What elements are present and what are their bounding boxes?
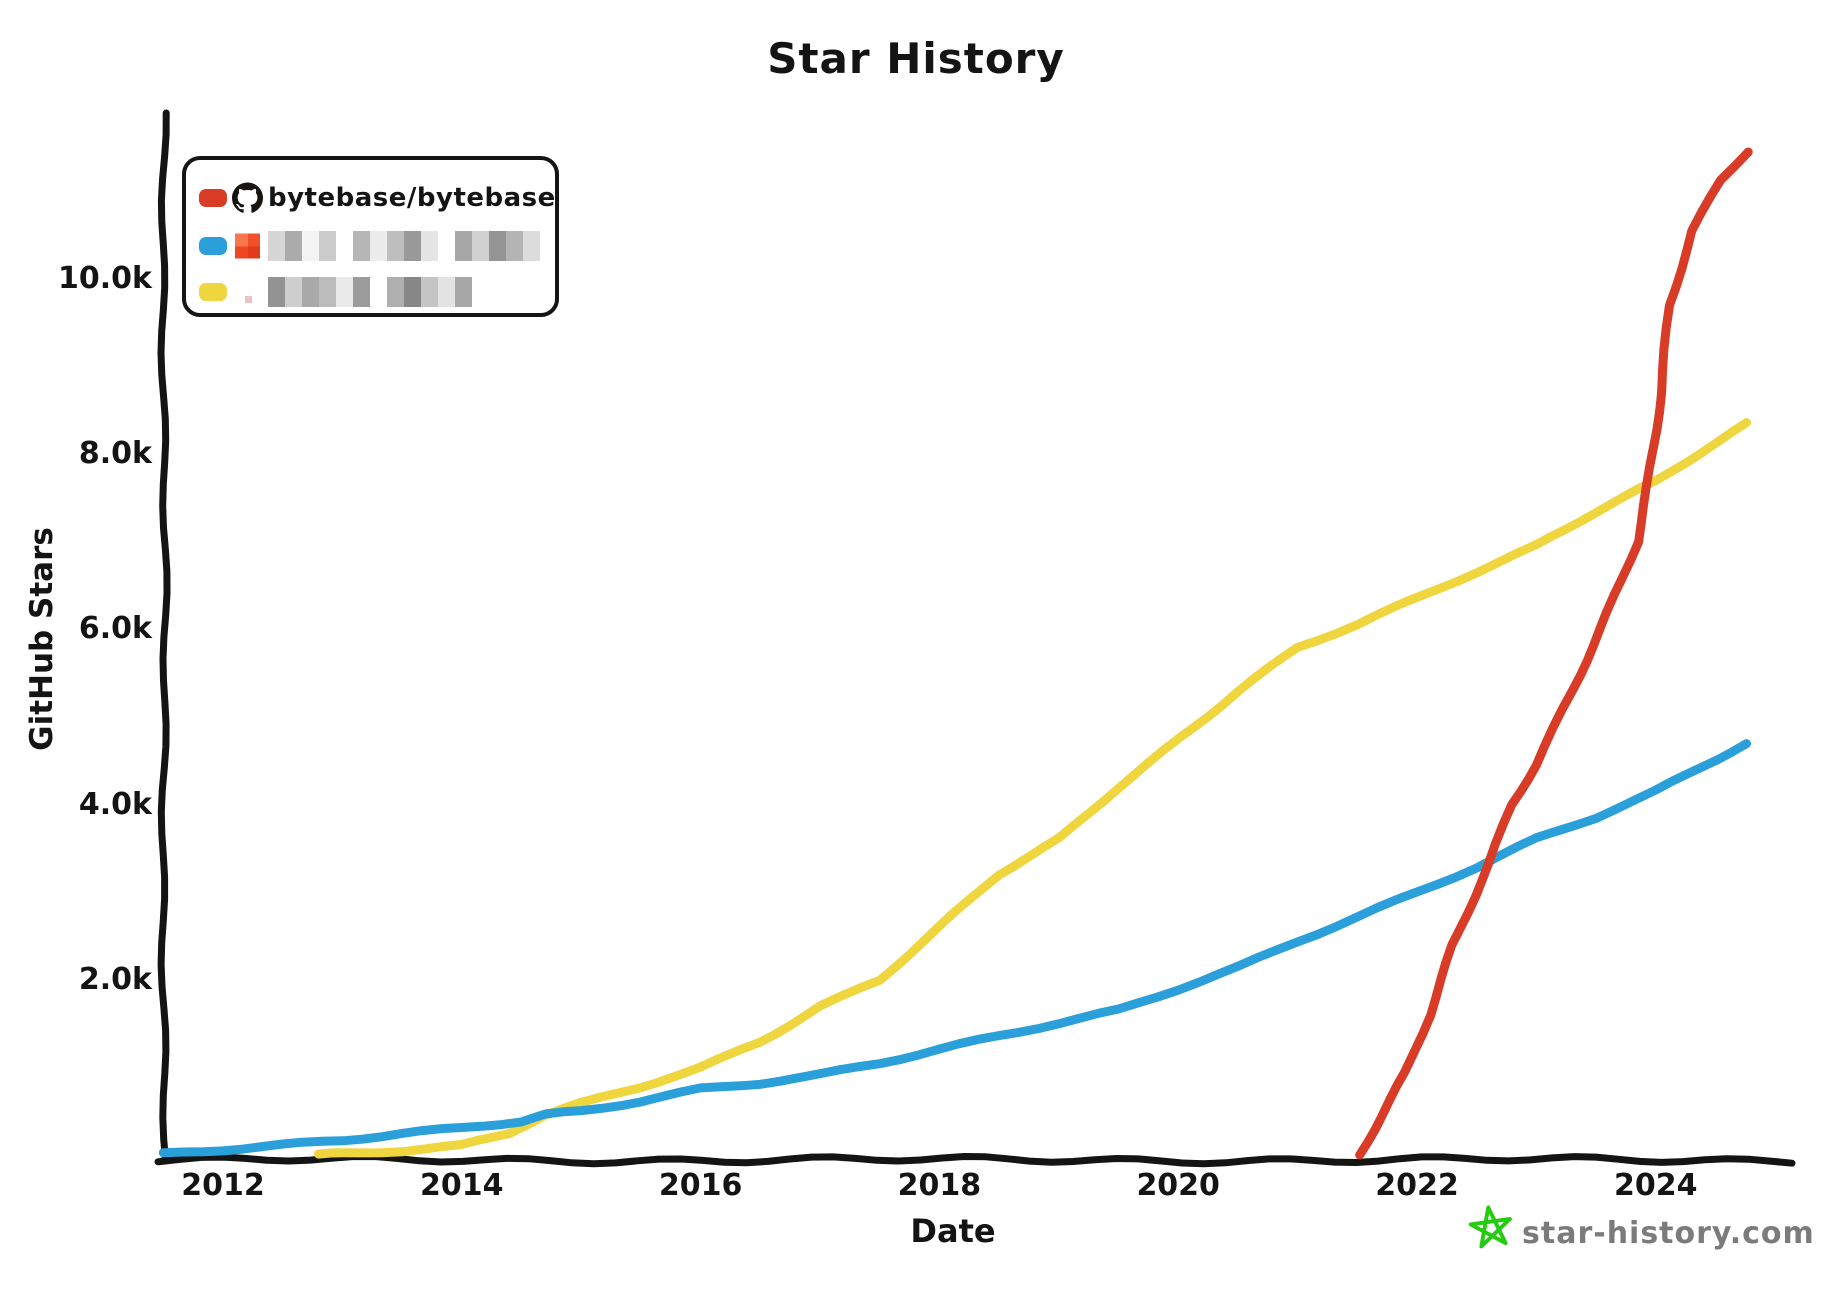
star-history-star-icon — [1468, 1205, 1512, 1249]
watermark[interactable]: star-history.com — [1468, 1204, 1814, 1256]
legend-color-swatch — [199, 237, 227, 255]
chart-title: Star History — [767, 34, 1065, 83]
x-tick-label: 2018 — [897, 1168, 982, 1203]
x-tick-label: 2022 — [1375, 1168, 1459, 1203]
legend: bytebase/bytebase — [182, 156, 559, 317]
y-tick-label: 10.0k — [58, 261, 152, 296]
y-tick-label: 6.0k — [78, 611, 152, 647]
x-tick-label: 2020 — [1136, 1168, 1220, 1203]
x-tick-label: 2024 — [1614, 1168, 1698, 1203]
series-line-redacted-1 — [158, 739, 1751, 1158]
series-line-redacted-2 — [314, 418, 1751, 1159]
legend-item-redacted-2[interactable] — [186, 274, 555, 310]
watermark-link[interactable]: star-history.com — [1522, 1216, 1815, 1251]
redacted-repo-name — [268, 231, 540, 261]
legend-item-redacted-1[interactable] — [186, 228, 555, 264]
x-tick-label: 2014 — [420, 1168, 504, 1203]
redacted-repo-name — [268, 277, 472, 307]
repo-avatar-icon — [235, 233, 260, 259]
legend-item-bytebase/bytebase[interactable]: bytebase/bytebase — [186, 180, 555, 216]
x-axis-title: Date — [910, 1212, 996, 1250]
x-tick-label: 2012 — [181, 1168, 265, 1203]
y-tick-label: 4.0k — [78, 786, 152, 822]
legend-repo-label: bytebase/bytebase — [268, 183, 556, 213]
legend-color-swatch — [199, 283, 227, 301]
x-tick-label: 2016 — [658, 1168, 743, 1203]
y-axis-line — [157, 109, 171, 1165]
y-tick-label: 2.0k — [78, 961, 152, 997]
series-line-bytebase-bytebase — [1355, 147, 1753, 1160]
x-axis-line — [154, 1153, 1796, 1168]
github-icon — [232, 182, 263, 214]
y-tick-label: 8.0k — [78, 436, 152, 472]
legend-color-swatch — [199, 189, 227, 207]
